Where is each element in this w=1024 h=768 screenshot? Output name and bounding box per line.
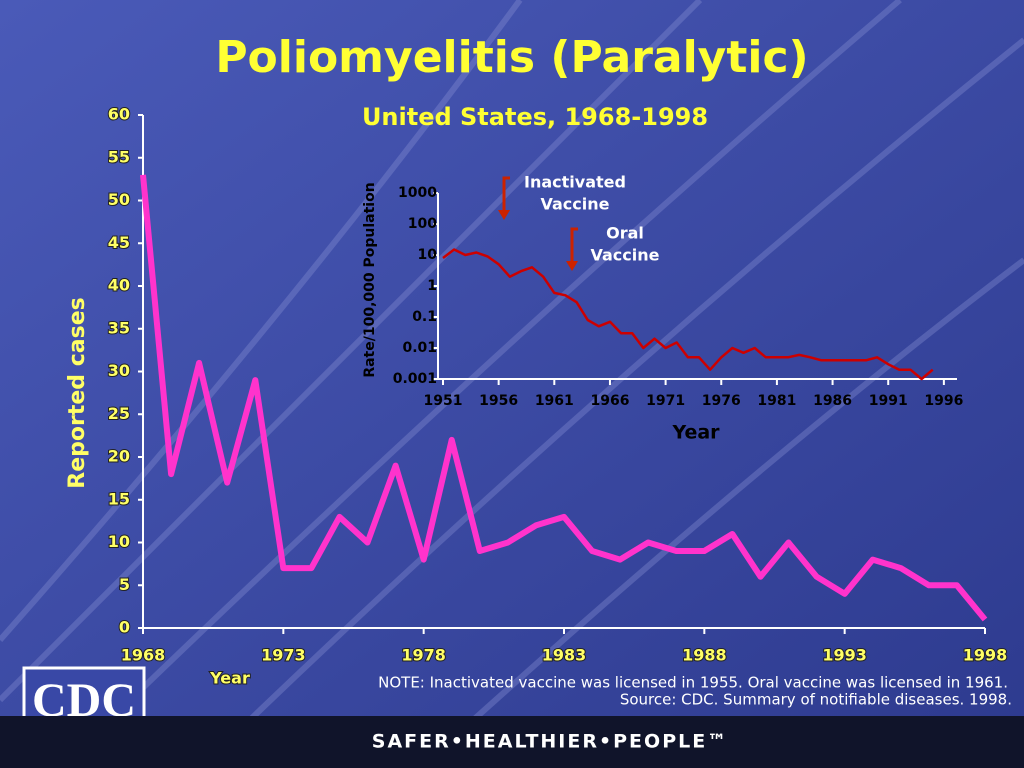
x-tick-label: 1973	[261, 646, 306, 665]
inset-y-label: Rate/100,000 Population	[362, 182, 378, 377]
y-tick-label: 45	[108, 233, 130, 252]
y-tick-label: 40	[108, 276, 130, 295]
y-tick-label: 50	[108, 190, 130, 209]
x-tick-label: 1998	[963, 646, 1008, 665]
arrow	[570, 227, 578, 263]
arrow-head	[498, 210, 510, 220]
inset-x-label: Year	[671, 422, 720, 444]
chart-title: Poliomyelitis (Paralytic)	[215, 32, 808, 83]
x-tick-label: 1956	[479, 393, 518, 409]
y-tick-label: 0.1	[412, 309, 437, 325]
chart-subtitle: United States, 1968-1998	[362, 103, 708, 131]
arrow	[502, 176, 510, 212]
x-tick-label: 1986	[813, 393, 852, 409]
source: Source: CDC. Summary of notifiable disea…	[620, 691, 1012, 709]
x-tick-label: 1968	[121, 646, 166, 665]
x-tick-label: 1976	[702, 393, 741, 409]
y-tick-label: 25	[108, 404, 130, 423]
y-tick-label: 10	[108, 532, 130, 551]
y-tick-label: 1000	[398, 185, 437, 201]
x-tick-label: 1951	[424, 393, 463, 409]
note: NOTE: Inactivated vaccine was licensed i…	[378, 674, 1008, 692]
y-tick-label: 0.001	[393, 371, 437, 387]
x-tick-label: 1981	[757, 393, 796, 409]
arrow-head	[566, 261, 578, 271]
annotation: Oral Vaccine	[566, 224, 660, 271]
x-tick-label: 1983	[542, 646, 587, 665]
annotation-line: Inactivated	[524, 173, 626, 192]
y-tick-label: 10	[418, 247, 438, 263]
y-tick-label: 30	[108, 361, 130, 380]
annotation-line: Vaccine	[591, 246, 660, 265]
y-tick-label: 60	[108, 105, 130, 124]
y-axis-label: Reported cases	[65, 297, 90, 488]
y-tick-label: 35	[108, 318, 130, 337]
y-tick-label: 15	[108, 489, 130, 508]
x-tick-label: 1991	[869, 393, 908, 409]
x-tick-label: 1978	[401, 646, 446, 665]
x-tick-label: 1966	[590, 393, 629, 409]
x-tick-label: 1996	[924, 393, 963, 409]
x-tick-label: 1971	[646, 393, 685, 409]
footer-bar	[0, 716, 1024, 768]
tagline: SAFER•HEALTHIER•PEOPLE™	[372, 731, 728, 753]
x-tick-label: 1988	[682, 646, 727, 665]
data-line	[442, 248, 934, 381]
x-axis-label: Year	[209, 669, 250, 688]
y-tick-label: 20	[108, 447, 130, 466]
annotation-line: Oral	[606, 224, 644, 243]
y-tick-label: 1	[427, 278, 437, 294]
y-tick-label: 55	[108, 147, 130, 166]
y-tick-label: 5	[119, 575, 130, 594]
y-tick-label: 100	[408, 216, 437, 232]
annotation: Inactivated Vaccine	[498, 173, 626, 220]
x-tick-label: 1993	[822, 646, 867, 665]
y-tick-label: 0.01	[402, 340, 437, 356]
annotation-line: Vaccine	[541, 195, 610, 214]
x-tick-label: 1961	[535, 393, 574, 409]
y-tick-label: 0	[119, 618, 130, 637]
data-line	[140, 174, 988, 622]
